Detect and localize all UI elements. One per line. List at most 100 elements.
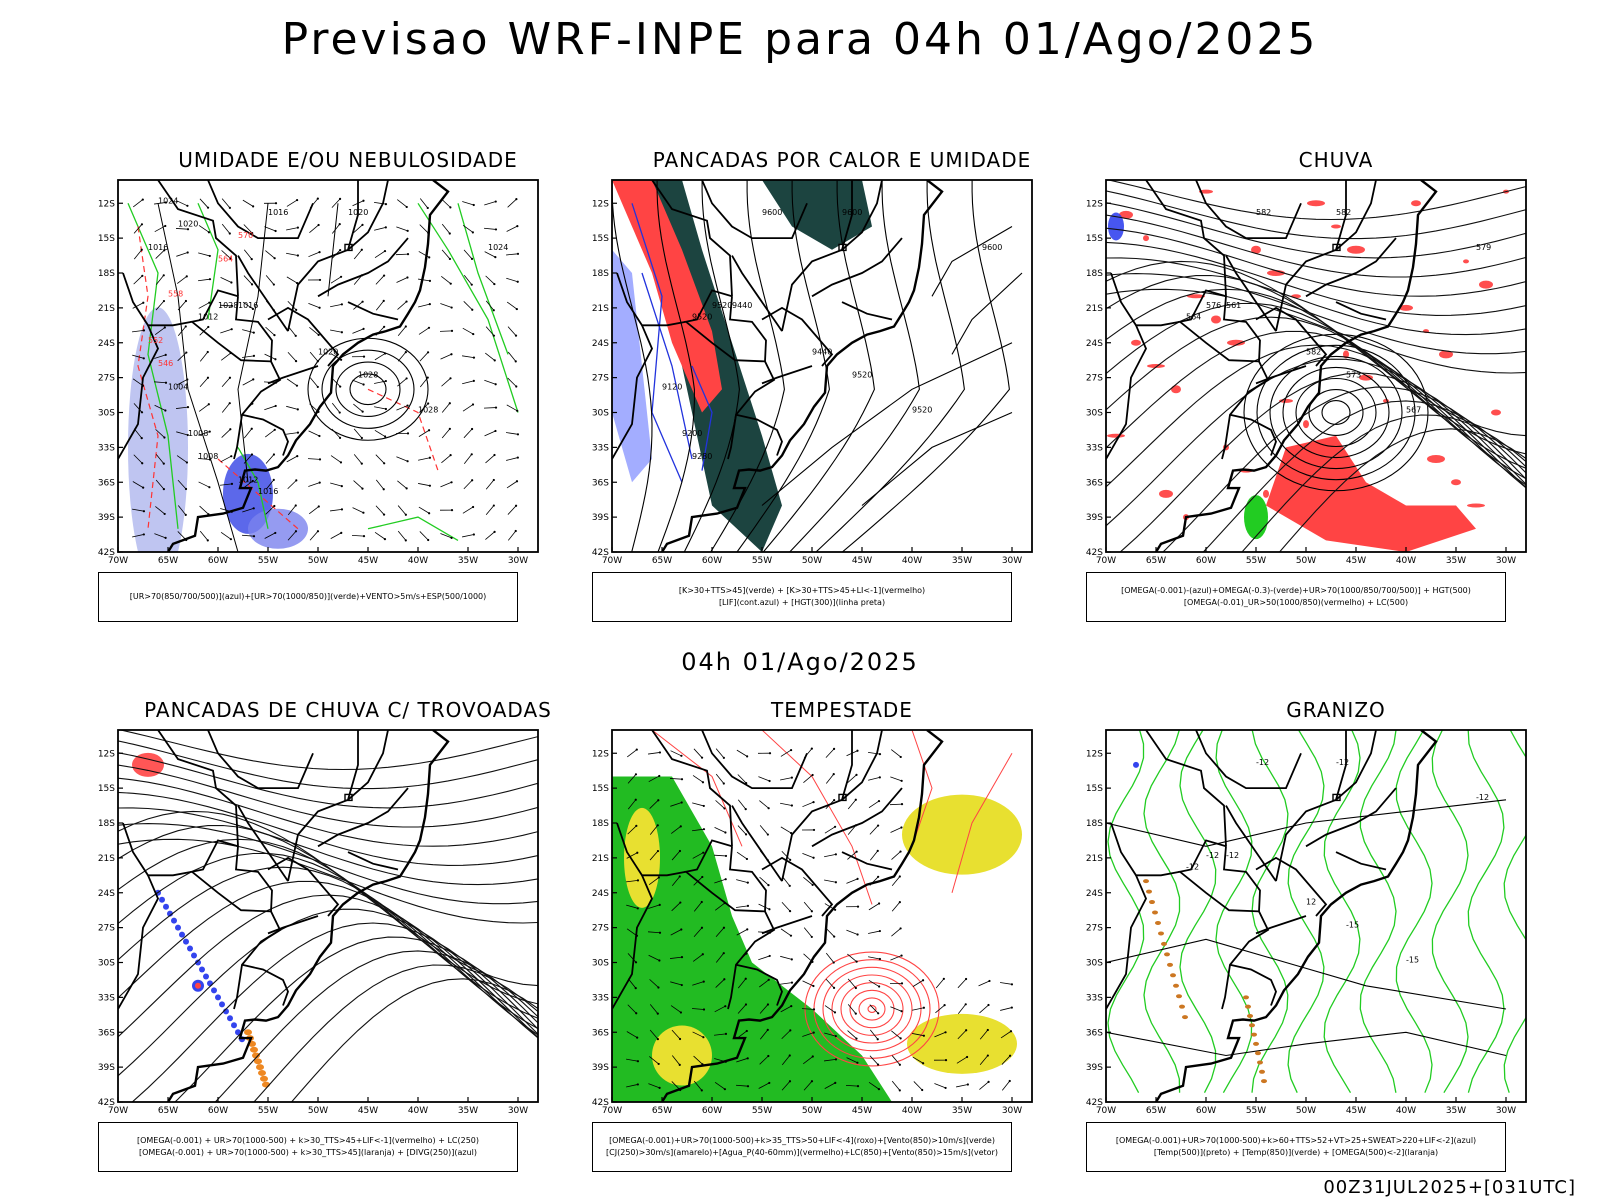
- omega500-area: [1245, 1004, 1251, 1009]
- wind-vector: [155, 275, 165, 285]
- country-border: [683, 839, 766, 913]
- contour-label: 9280: [692, 452, 712, 461]
- omega500-area: [1243, 995, 1249, 1000]
- streamline: [1106, 330, 1526, 489]
- wind-vector: [758, 955, 770, 961]
- wind-vector-head: [340, 303, 343, 306]
- lat-tick-label: 15S: [98, 234, 115, 244]
- wind-vector: [890, 776, 902, 782]
- wind-vector-head: [360, 436, 363, 440]
- jet-area: [624, 807, 660, 908]
- wind-vector-head: [854, 798, 857, 801]
- country-border: [731, 805, 783, 882]
- country-border: [781, 180, 853, 332]
- lon-tick-label: 50W: [802, 556, 822, 566]
- lon-tick-label: 40W: [1396, 1106, 1416, 1116]
- field-layer: [612, 730, 1022, 1102]
- wind-vector-head: [811, 773, 814, 777]
- wind-vector: [648, 752, 660, 755]
- wind-vector: [1000, 982, 1012, 985]
- wind-vector-head: [702, 980, 705, 983]
- lat-tick-label: 21S: [592, 854, 609, 864]
- wind-vector: [626, 852, 638, 859]
- streamline: [118, 824, 538, 1005]
- contour-label: 1004: [168, 382, 188, 391]
- wind-vector-head: [900, 803, 904, 806]
- wind-vector-head: [723, 978, 726, 981]
- streamline: [1106, 241, 1526, 316]
- wind-vector: [737, 799, 747, 810]
- wind-vector: [155, 479, 165, 490]
- wind-vector-head: [274, 358, 277, 361]
- wind-vector-head: [295, 198, 299, 202]
- wind-vector: [847, 1030, 857, 1039]
- legend-line: [Temp(500)](preto) + [Temp(850)](verde) …: [1153, 1148, 1439, 1157]
- wind-vector: [243, 249, 253, 260]
- wind-vector: [352, 507, 364, 514]
- wind-vector: [243, 275, 253, 285]
- wind-vector: [979, 1029, 989, 1040]
- wind-vector-head: [316, 530, 320, 533]
- wind-vector-head: [142, 510, 146, 513]
- wind-vector: [847, 1004, 857, 1014]
- contour-line: [1256, 344, 1416, 481]
- wind-vector-head: [206, 206, 210, 209]
- wind-vector-head: [384, 379, 387, 383]
- wind-vector-head: [788, 910, 792, 913]
- wind-vector-head: [516, 456, 519, 459]
- wind-vector: [649, 850, 659, 861]
- wind-vector: [507, 351, 517, 362]
- contour-line: [197, 203, 219, 320]
- wind-vector-head: [899, 755, 902, 759]
- valid-time-title: 04h 01/Ago/2025: [681, 648, 919, 676]
- wind-vector-head: [294, 334, 297, 337]
- wind-vector-head: [362, 355, 366, 358]
- wind-vector-head: [406, 229, 409, 232]
- temp850-contour: [1467, 730, 1505, 1093]
- wind-vector: [485, 326, 495, 336]
- wind-vector-head: [514, 504, 518, 507]
- wind-vector: [198, 403, 210, 412]
- country-border: [122, 822, 193, 877]
- humidity-upper-area: [128, 307, 188, 552]
- country-border: [761, 365, 813, 385]
- field-layer: [1106, 730, 1526, 1102]
- wind-vector-head: [658, 931, 662, 934]
- country-border: [761, 306, 834, 367]
- wind-vector-head: [898, 1089, 901, 1092]
- omega500-area: [1251, 1032, 1257, 1037]
- jet-area: [902, 794, 1022, 875]
- wind-vector: [669, 956, 683, 959]
- wind-vector: [286, 432, 298, 435]
- wind-vector-head: [494, 429, 497, 433]
- lon-tick-label: 60W: [208, 556, 228, 566]
- lon-tick-label: 45W: [852, 1106, 872, 1116]
- wind-vector: [395, 253, 409, 256]
- country-border: [118, 324, 159, 460]
- map-frame: [1105, 179, 1527, 553]
- wind-vector: [177, 505, 187, 516]
- lon-tick-label: 30W: [1002, 556, 1022, 566]
- wind-vector-head: [206, 376, 210, 379]
- wind-vector: [737, 978, 747, 989]
- wind-vector: [352, 379, 364, 385]
- wind-vector-head: [296, 254, 299, 257]
- contour-label: 546: [158, 359, 173, 368]
- country-border: [683, 289, 766, 363]
- wind-vector-head: [362, 327, 365, 330]
- streamline: [118, 740, 538, 790]
- wind-vector: [781, 1030, 791, 1040]
- lon-tick-label: 35W: [952, 556, 972, 566]
- contour-line: [789, 180, 920, 552]
- lat-tick-label: 12S: [98, 199, 115, 209]
- wind-vector-head: [722, 952, 725, 955]
- wind-vector: [219, 304, 233, 307]
- wind-vector-head: [164, 381, 168, 384]
- wind-vector-head: [428, 456, 431, 459]
- contour-line: [931, 226, 1013, 297]
- wind-vector: [243, 428, 253, 439]
- wind-vector-head: [878, 776, 881, 779]
- country-border: [207, 180, 314, 239]
- wind-vector-head: [768, 908, 771, 911]
- legend-granizo: [OMEGA(-0.001)+UR>70(1000-500)+k>60+TTS>…: [1086, 1122, 1506, 1172]
